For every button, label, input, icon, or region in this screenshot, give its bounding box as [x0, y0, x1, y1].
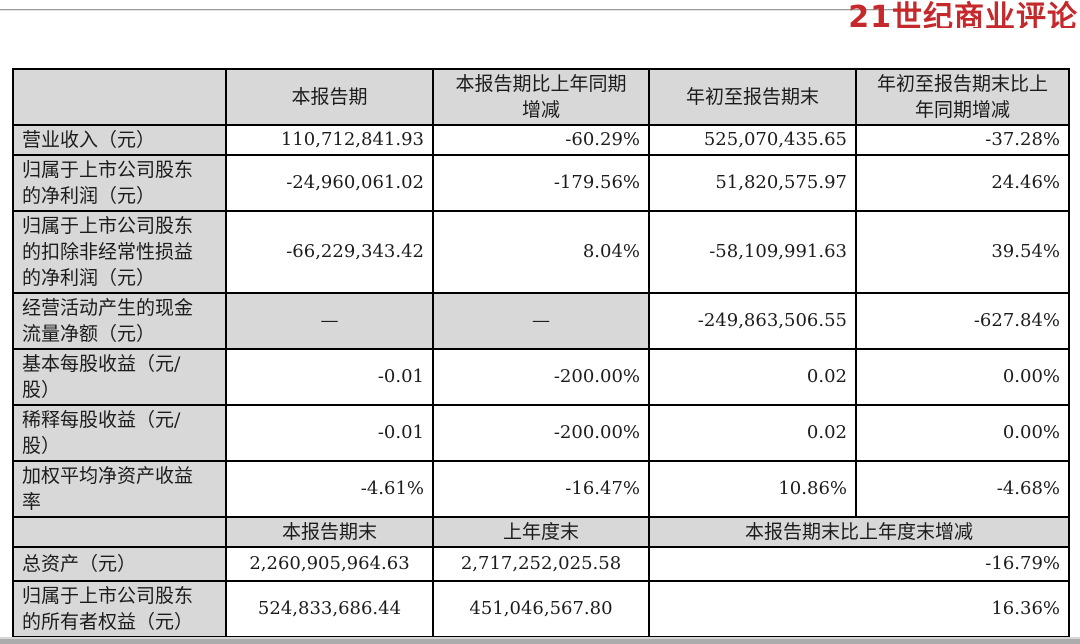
table-row: 稀释每股收益（元/ 股） -0.01 -200.00% 0.02 0.00%: [12, 404, 1070, 462]
table-row: 经营活动产生的现金 流量净额（元） — — -249,863,506.55 -6…: [12, 292, 1070, 350]
cell-value-dash: —: [225, 292, 434, 350]
cell-value: 51,820,575.97: [648, 154, 857, 212]
column-header-ytd: 年初至报告期末: [648, 68, 857, 126]
cell-value: 2,260,905,964.63: [225, 546, 434, 582]
cell-value-dash: —: [432, 292, 650, 350]
row-label: 归属于上市公司股东 的扣除非经常性损益 的净利润（元）: [12, 210, 227, 294]
table-subheader-row: 本报告期末 上年度末 本报告期末比上年度末增减: [12, 516, 1070, 548]
cell-value: -16.79%: [648, 546, 1070, 582]
cell-value: -4.61%: [225, 460, 434, 518]
cell-value: -0.01: [225, 404, 434, 462]
column-header-current-period: 本报告期: [225, 68, 434, 126]
cell-value: 0.02: [648, 404, 857, 462]
table-row: 加权平均净资产收益 率 -4.61% -16.47% 10.86% -4.68%: [12, 460, 1070, 518]
header-divider-line: [0, 9, 901, 11]
brand-logo: 21世纪商业评论: [848, 0, 1078, 28]
column-header-blank: [12, 68, 227, 126]
column-header-blank: [12, 516, 227, 548]
cell-value: -24,960,061.02: [225, 154, 434, 212]
cell-value: 451,046,567.80: [432, 580, 650, 638]
bottom-divider: [0, 637, 1080, 644]
cell-value: -249,863,506.55: [648, 292, 857, 350]
column-header-period-end: 本报告期末: [225, 516, 434, 548]
cell-value: -60.29%: [432, 124, 650, 156]
cell-value: 39.54%: [855, 210, 1070, 294]
cell-value: 0.00%: [855, 404, 1070, 462]
column-header-yoy-change: 本报告期比上年同期 增减: [432, 68, 650, 126]
table-row: 归属于上市公司股东 的净利润（元） -24,960,061.02 -179.56…: [12, 154, 1070, 212]
cell-value: 524,833,686.44: [225, 580, 434, 638]
cell-value: -200.00%: [432, 404, 650, 462]
cell-value: 16.36%: [648, 580, 1070, 638]
table-row: 营业收入（元） 110,712,841.93 -60.29% 525,070,4…: [12, 124, 1070, 156]
cell-value: 0.02: [648, 348, 857, 406]
cell-value: -179.56%: [432, 154, 650, 212]
cell-value: -37.28%: [855, 124, 1070, 156]
cell-value: 525,070,435.65: [648, 124, 857, 156]
table-row: 总资产（元） 2,260,905,964.63 2,717,252,025.58…: [12, 546, 1070, 582]
cell-value: -4.68%: [855, 460, 1070, 518]
row-label: 加权平均净资产收益 率: [12, 460, 227, 518]
column-header-ytd-yoy-change: 年初至报告期末比上 年同期增减: [855, 68, 1070, 126]
cell-value: 8.04%: [432, 210, 650, 294]
row-label: 归属于上市公司股东 的所有者权益（元）: [12, 580, 227, 638]
cell-value: -66,229,343.42: [225, 210, 434, 294]
cell-value: -16.47%: [432, 460, 650, 518]
table-header-row: 本报告期 本报告期比上年同期 增减 年初至报告期末 年初至报告期末比上 年同期增…: [12, 68, 1070, 126]
cell-value: 2,717,252,025.58: [432, 546, 650, 582]
cell-value: -0.01: [225, 348, 434, 406]
financial-summary-table: 本报告期 本报告期比上年同期 增减 年初至报告期末 年初至报告期末比上 年同期增…: [12, 68, 1070, 638]
row-label: 营业收入（元）: [12, 124, 227, 156]
row-label: 基本每股收益（元/ 股）: [12, 348, 227, 406]
table-row: 基本每股收益（元/ 股） -0.01 -200.00% 0.02 0.00%: [12, 348, 1070, 406]
cell-value: 24.46%: [855, 154, 1070, 212]
cell-value: -58,109,991.63: [648, 210, 857, 294]
table-row: 归属于上市公司股东 的扣除非经常性损益 的净利润（元） -66,229,343.…: [12, 210, 1070, 294]
row-label: 总资产（元）: [12, 546, 227, 582]
cell-value: 10.86%: [648, 460, 857, 518]
cell-value: -627.84%: [855, 292, 1070, 350]
table-row: 归属于上市公司股东 的所有者权益（元） 524,833,686.44 451,0…: [12, 580, 1070, 638]
column-header-change-vs-prior-year-end: 本报告期末比上年度末增减: [648, 516, 1070, 548]
cell-value: -200.00%: [432, 348, 650, 406]
cell-value: 110,712,841.93: [225, 124, 434, 156]
row-label: 归属于上市公司股东 的净利润（元）: [12, 154, 227, 212]
row-label: 稀释每股收益（元/ 股）: [12, 404, 227, 462]
column-header-prior-year-end: 上年度末: [432, 516, 650, 548]
cell-value: 0.00%: [855, 348, 1070, 406]
row-label: 经营活动产生的现金 流量净额（元）: [12, 292, 227, 350]
